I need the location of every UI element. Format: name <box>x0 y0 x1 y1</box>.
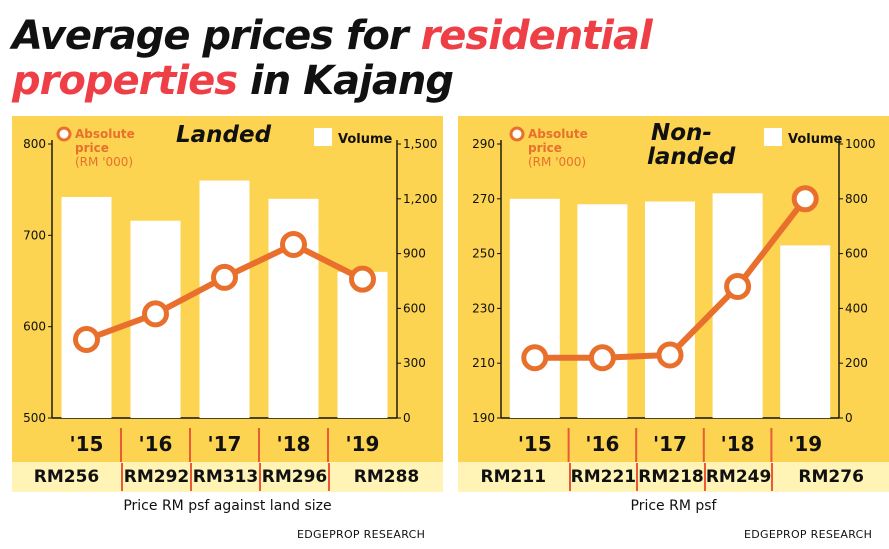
landed-price-psf-5: RM288 <box>353 467 420 487</box>
nonlanded-right-tick-label: 200 <box>845 356 868 370</box>
nonlanded-right-tick-label: 0 <box>845 411 853 425</box>
landed-category-label: '16 <box>139 432 173 456</box>
title-highlight-properties: properties <box>12 58 238 104</box>
nonlanded-volume-bar-3 <box>645 201 695 418</box>
nonlanded-price-separator <box>771 463 774 491</box>
landed-price-point-1 <box>73 325 100 353</box>
landed-legend-price-label-1: Absolute <box>75 127 135 141</box>
landed-legend-price-marker <box>56 126 72 142</box>
landed-category-label: '19 <box>346 432 380 456</box>
nonlanded-right-tick-label: 400 <box>845 301 868 315</box>
landed-volume-bar-5 <box>337 271 388 418</box>
nonlanded-right-tick-label: 1000 <box>845 137 876 151</box>
nonlanded-price-separator <box>636 463 639 491</box>
nonlanded-category-label: '19 <box>788 432 822 456</box>
nonlanded-price-point-2 <box>588 344 616 372</box>
nonlanded-price-point-5 <box>791 185 819 213</box>
nonlanded-legend-price-label-3: (RM '000) <box>528 155 586 169</box>
landed-chart: 500 600 700 800 0 300 600 900 1,200 1,500 '15 '16 '1… <box>12 116 443 462</box>
landed-right-tick-label: 300 <box>403 356 426 370</box>
nonlanded-category-label: '15 <box>518 432 552 456</box>
landed-category-label: '18 <box>277 432 311 456</box>
landed-price-psf-3: RM313 <box>192 467 259 487</box>
nonlanded-price-separator <box>703 463 706 491</box>
landed-source-credit: EDGEPROP RESEARCH <box>297 528 426 541</box>
landed-left-tick-label: 500 <box>23 411 46 425</box>
landed-left-tick-label: 700 <box>23 228 46 242</box>
landed-legend-price-label-3: (RM '000) <box>75 155 133 169</box>
nonlanded-chart-panel: 190 210 230 250 270 290 0 200 400 600 800 1000 '15 '1… <box>458 116 889 522</box>
landed-price-separator <box>190 463 192 491</box>
title-part2: in Kajang <box>237 58 454 104</box>
landed-category-label: '15 <box>70 432 104 456</box>
nonlanded-price-psf-5: RM276 <box>798 467 864 487</box>
title-part1: Average prices for <box>12 13 421 59</box>
nonlanded-chart: 190 210 230 250 270 290 0 200 400 600 800 1000 '15 '1… <box>458 116 889 462</box>
nonlanded-price-psf-2: RM221 <box>570 467 637 487</box>
nonlanded-category-label: '16 <box>585 432 619 456</box>
nonlanded-price-point-1 <box>521 344 549 372</box>
landed-price-point-5 <box>349 265 376 293</box>
nonlanded-legend-volume-swatch <box>764 128 782 146</box>
nonlanded-source-credit: EDGEPROP RESEARCH <box>744 528 873 541</box>
nonlanded-price-psf-3: RM218 <box>638 467 704 487</box>
landed-price-separator <box>328 463 330 491</box>
landed-category-label: '17 <box>208 432 242 456</box>
nonlanded-price-psf-4: RM249 <box>705 467 772 487</box>
nonlanded-panel-title-line2: landed <box>647 144 736 170</box>
landed-right-tick-label: 900 <box>403 247 426 261</box>
nonlanded-left-tick-label: 210 <box>472 356 495 370</box>
nonlanded-price-point-3 <box>656 341 684 369</box>
nonlanded-volume-bar-1 <box>509 198 560 418</box>
nonlanded-left-tick-label: 250 <box>472 247 495 261</box>
landed-left-tick-label: 600 <box>23 320 46 334</box>
landed-price-point-2 <box>142 300 169 328</box>
landed-legend-volume-label: Volume <box>338 132 393 147</box>
landed-price-separator <box>259 463 261 491</box>
nonlanded-volume-bar-5 <box>780 245 831 418</box>
nonlanded-left-tick-label: 190 <box>472 411 495 425</box>
nonlanded-volume-bar-2 <box>577 204 628 418</box>
landed-price-caption: Price RM psf against land size <box>123 498 332 514</box>
landed-right-tick-label: 1,500 <box>403 137 437 151</box>
nonlanded-legend-volume-label: Volume <box>788 132 843 147</box>
landed-price-psf-1: RM256 <box>33 467 100 487</box>
nonlanded-price-separator <box>568 463 571 491</box>
landed-price-psf-4: RM296 <box>261 467 328 487</box>
nonlanded-legend-price-label-2: price <box>528 141 562 155</box>
landed-price-separator <box>121 463 123 491</box>
landed-right-tick-label: 600 <box>403 301 426 315</box>
nonlanded-price-psf-1: RM211 <box>480 467 547 487</box>
nonlanded-price-caption: Price RM psf <box>630 498 717 514</box>
nonlanded-category-label: '17 <box>653 432 687 456</box>
nonlanded-right-tick-label: 800 <box>845 192 868 206</box>
nonlanded-legend-price-marker <box>509 126 525 142</box>
landed-panel-title: Landed <box>176 122 272 148</box>
nonlanded-price-psf-row: RM211 RM221 RM218 RM249 RM276 <box>458 462 889 492</box>
landed-price-psf-row: RM256 RM292 RM313 RM296 RM288 <box>12 462 443 492</box>
nonlanded-price-point-4 <box>724 272 752 300</box>
landed-volume-bar-3 <box>199 180 250 418</box>
landed-legend-price-label-2: price <box>75 141 109 155</box>
nonlanded-left-tick-label: 270 <box>472 192 495 206</box>
landed-left-tick-label: 800 <box>23 137 46 151</box>
nonlanded-panel-title-line1: Non- <box>651 120 712 146</box>
nonlanded-left-tick-label: 230 <box>472 301 495 315</box>
landed-price-point-4 <box>280 230 307 258</box>
landed-chart-panel: 500 600 700 800 0 300 600 900 1,200 1,500 '15 '16 '1… <box>12 116 443 522</box>
landed-volume-bar-1 <box>61 196 112 418</box>
landed-legend-volume-swatch <box>314 128 332 146</box>
page-title: Average prices for residential properties… <box>12 13 653 104</box>
nonlanded-category-label: '18 <box>721 432 755 456</box>
nonlanded-right-tick-label: 600 <box>845 247 868 261</box>
nonlanded-legend-price-label-1: Absolute <box>528 127 588 141</box>
landed-price-psf-2: RM292 <box>123 467 190 487</box>
landed-right-tick-label: 0 <box>403 411 411 425</box>
landed-right-tick-label: 1,200 <box>403 192 437 206</box>
landed-price-point-3 <box>211 263 238 291</box>
nonlanded-left-tick-label: 290 <box>472 137 495 151</box>
title-highlight-residential: residential <box>420 13 653 59</box>
